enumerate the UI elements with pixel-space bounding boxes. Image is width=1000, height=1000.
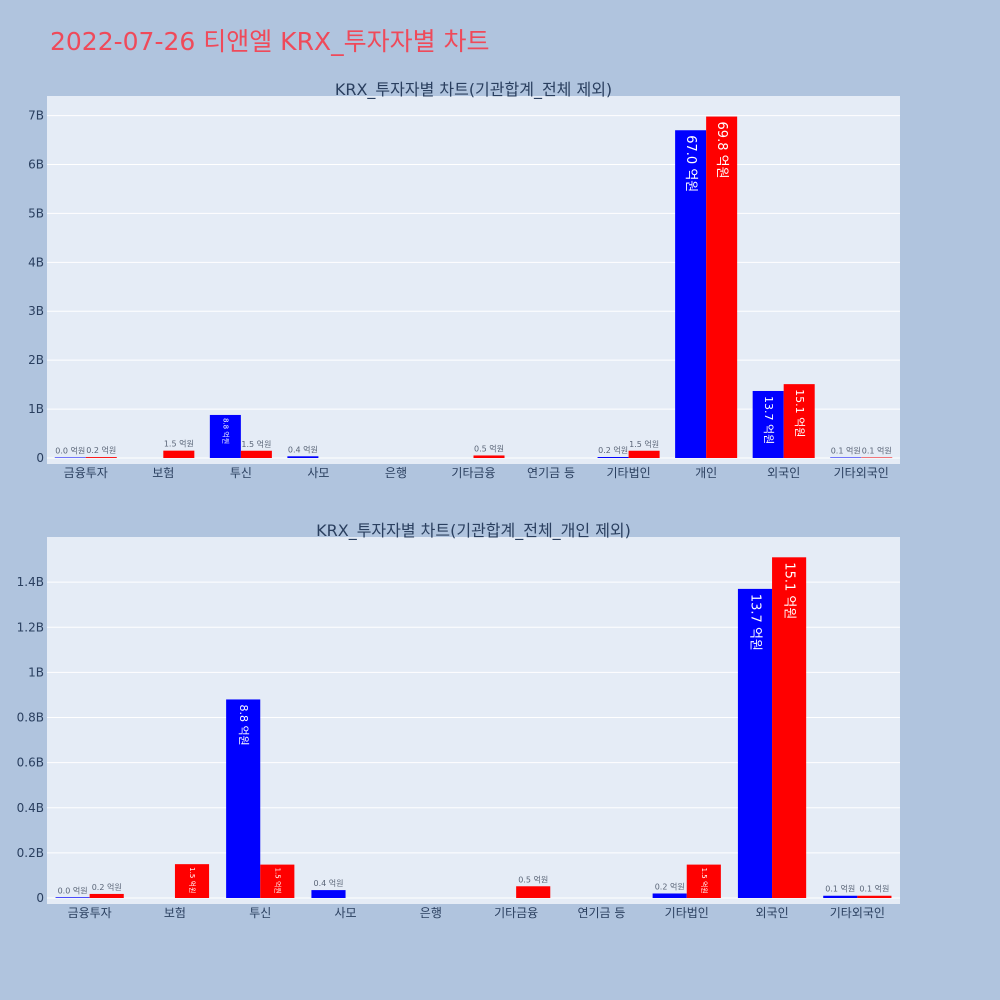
chart-title: KRX_투자자별 차트(기관합계_전체_개인 제외) bbox=[316, 521, 631, 541]
bar-data-label: 1.5 억원 bbox=[241, 439, 271, 449]
y-tick-label: 3B bbox=[28, 304, 44, 318]
bar bbox=[89, 893, 124, 898]
bar-data-label: 69.8 억원 bbox=[714, 122, 729, 179]
bar-data-label: 8.8 억원 bbox=[237, 704, 250, 745]
bar-data-label: 0.1 억원 bbox=[862, 446, 892, 456]
bar bbox=[857, 895, 892, 898]
bar bbox=[516, 886, 551, 898]
bar bbox=[226, 699, 261, 898]
x-tick-label: 기타법인 bbox=[665, 906, 709, 920]
bar-data-label: 8.8 억원 bbox=[221, 418, 230, 444]
bar bbox=[174, 864, 210, 898]
bar-data-label: 1.5 억원 bbox=[188, 867, 197, 893]
x-tick-label: 보험 bbox=[152, 466, 174, 480]
bar bbox=[686, 864, 721, 898]
y-tick-label: 4B bbox=[28, 255, 44, 269]
bar-data-label: 0.4 억원 bbox=[313, 878, 343, 888]
x-tick-label: 개인 bbox=[695, 466, 717, 480]
bar-data-label: 13.7 억원 bbox=[762, 396, 775, 444]
bar bbox=[85, 457, 117, 458]
bar bbox=[628, 450, 660, 458]
bar bbox=[55, 897, 90, 898]
x-tick-label: 연기금 등 bbox=[577, 906, 625, 920]
bar-data-label: 0.4 억원 bbox=[288, 444, 318, 454]
x-tick-label: 기타외국인 bbox=[830, 906, 885, 920]
bar bbox=[54, 457, 86, 458]
y-tick-label: 0 bbox=[36, 451, 44, 465]
bar-data-label: 1.5 억원 bbox=[629, 439, 659, 449]
bar-data-label: 0.5 억원 bbox=[518, 874, 548, 884]
y-tick-label: 1B bbox=[28, 402, 44, 416]
bar-data-label: 1.5 억원 bbox=[700, 868, 709, 894]
bar-data-label: 0.5 억원 bbox=[474, 443, 504, 453]
chart-top: 0 1B 2B 3B 4B 5B 6B 7B KRX_투자자별 차트(기관합계_전체 제외) 금융… bbox=[28, 80, 900, 480]
x-tick-label: 외국인 bbox=[755, 906, 788, 920]
x-tick-label: 투신 bbox=[230, 466, 252, 480]
bar bbox=[675, 130, 707, 459]
bar-data-label: 1.5 억원 bbox=[273, 868, 282, 894]
bar-data-label: 0.1 억원 bbox=[831, 446, 861, 456]
y-tick-label: 0.6B bbox=[17, 756, 44, 770]
bar-data-label: 0.0 억원 bbox=[55, 446, 85, 456]
bar-data-label: 13.7 억원 bbox=[747, 594, 762, 651]
y-tick-label: 1.2B bbox=[17, 620, 44, 634]
y-tick-label: 0 bbox=[36, 891, 44, 905]
bar-data-label: 15.1 억원 bbox=[793, 389, 806, 437]
bar-data-label: 1.5 억원 bbox=[164, 439, 194, 449]
bar bbox=[783, 384, 815, 458]
x-tick-label: 사모 bbox=[335, 906, 357, 920]
y-tick-label: 1.4B bbox=[17, 575, 44, 589]
x-tick-label: 은행 bbox=[385, 465, 407, 480]
chart-bottom: 0 0.2B 0.4B 0.6B 0.8B 1B 1.2B 1.4B KRX_투자자별 차트(기… bbox=[17, 521, 900, 920]
bar bbox=[706, 116, 738, 458]
x-tick-label: 기타외국인 bbox=[834, 466, 889, 480]
bar bbox=[473, 455, 505, 458]
bar bbox=[240, 450, 272, 458]
y-tick-label: 5B bbox=[28, 206, 44, 220]
y-tick-label: 1B bbox=[28, 665, 44, 679]
bar bbox=[772, 557, 807, 898]
bar bbox=[652, 893, 687, 898]
bar-data-label: 0.2 억원 bbox=[598, 445, 628, 455]
bar bbox=[287, 456, 319, 458]
x-tick-label: 기타금융 bbox=[451, 466, 495, 480]
bar bbox=[830, 457, 862, 458]
bar bbox=[597, 457, 629, 458]
bar bbox=[209, 414, 241, 458]
chart-title: KRX_투자자별 차트(기관합계_전체 제외) bbox=[335, 80, 612, 100]
bar bbox=[737, 588, 773, 898]
bar-data-label: 0.1 억원 bbox=[859, 884, 889, 894]
bar-data-label: 0.0 억원 bbox=[58, 885, 88, 895]
bar-data-label: 15.1 억원 bbox=[782, 562, 797, 619]
y-tick-label: 7B bbox=[28, 109, 44, 123]
x-tick-label: 기타금융 bbox=[494, 906, 538, 920]
bar bbox=[823, 895, 858, 898]
y-tick-label: 0.2B bbox=[17, 846, 44, 860]
bar-data-label: 67.0 억원 bbox=[683, 135, 698, 192]
bar bbox=[163, 450, 195, 458]
bar-data-label: 0.2 억원 bbox=[86, 445, 116, 455]
bar bbox=[752, 390, 784, 458]
bar bbox=[260, 864, 295, 898]
x-tick-label: 보험 bbox=[164, 906, 186, 920]
y-tick-label: 0.4B bbox=[17, 801, 44, 815]
bar-data-label: 0.2 억원 bbox=[655, 881, 685, 891]
bar bbox=[861, 457, 893, 458]
bar bbox=[311, 890, 346, 898]
bar-data-label: 0.2 억원 bbox=[92, 882, 122, 892]
x-tick-label: 연기금 등 bbox=[527, 466, 575, 480]
x-tick-label: 기타법인 bbox=[607, 466, 651, 480]
x-tick-label: 사모 bbox=[307, 466, 329, 480]
x-tick-label: 은행 bbox=[420, 905, 442, 920]
bar-data-label: 0.1 억원 bbox=[825, 884, 855, 894]
y-tick-label: 2B bbox=[28, 353, 44, 367]
page-title: 2022-07-26 티앤엘 KRX_투자자별 차트 bbox=[50, 27, 490, 56]
y-tick-label: 6B bbox=[28, 157, 44, 171]
x-tick-label: 투신 bbox=[249, 906, 271, 920]
x-tick-label: 외국인 bbox=[767, 466, 800, 480]
x-tick-label: 금융투자 bbox=[64, 466, 108, 480]
x-tick-label: 금융투자 bbox=[68, 906, 112, 920]
y-tick-label: 0.8B bbox=[17, 711, 44, 725]
